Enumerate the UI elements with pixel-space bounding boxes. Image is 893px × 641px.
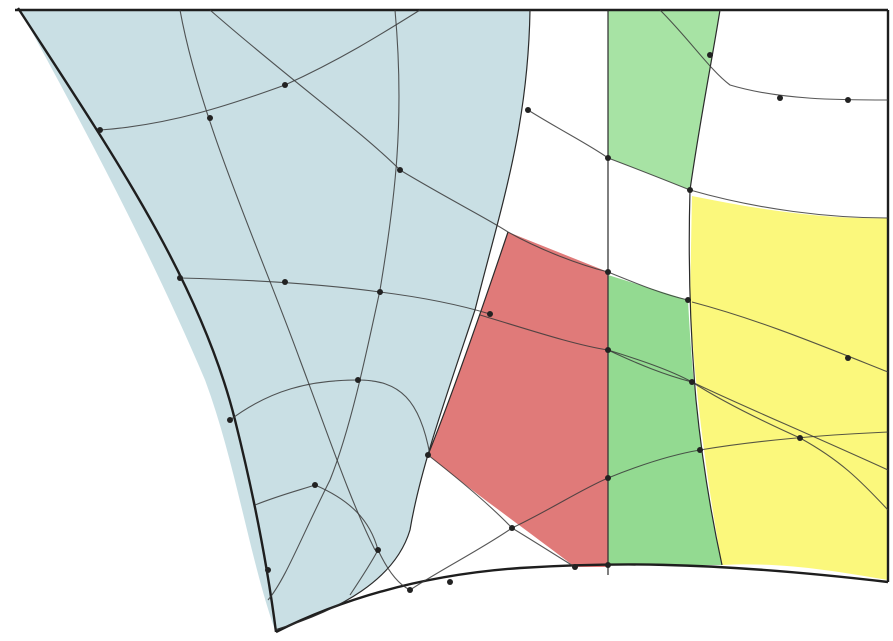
mesh-line <box>409 527 513 591</box>
mesh-line <box>479 314 889 471</box>
mesh-line <box>179 277 491 315</box>
mesh-nodes <box>97 52 851 593</box>
mesh-line <box>209 9 509 233</box>
mesh-line <box>179 9 376 551</box>
region-yellow <box>690 196 888 580</box>
blue-region-edge <box>274 9 531 631</box>
mesh-line <box>267 9 400 601</box>
region-green-bottom <box>608 275 722 565</box>
region-blue <box>20 10 530 630</box>
mesh-line <box>527 109 889 219</box>
red-left-edge <box>427 231 509 456</box>
green-right-edge <box>688 9 723 566</box>
left-edge <box>16 7 278 633</box>
mesh-line <box>659 9 889 101</box>
mesh-line <box>691 301 889 373</box>
region-green-top <box>608 10 720 190</box>
region-red <box>428 232 608 567</box>
mesh-line <box>607 349 889 511</box>
bottom-edge <box>275 563 889 634</box>
mesh-line <box>511 431 889 529</box>
